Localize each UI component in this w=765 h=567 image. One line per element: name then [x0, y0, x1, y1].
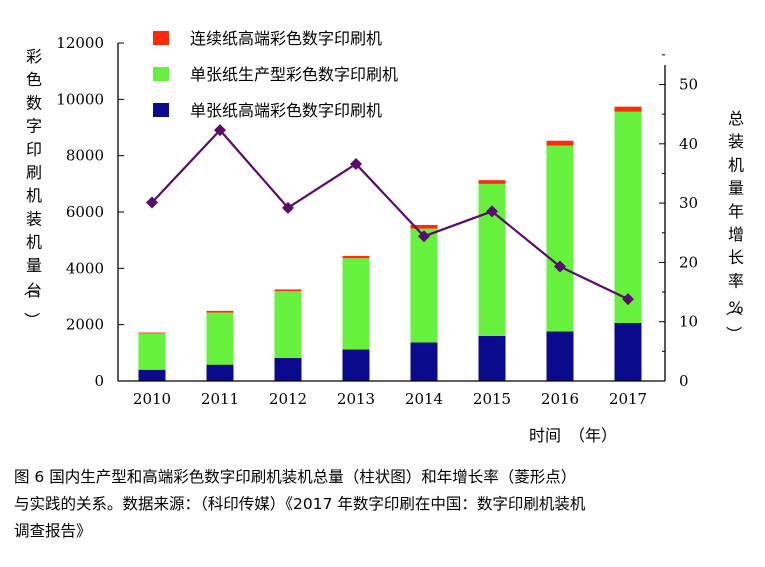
- x-tick-label-2010: 2010: [133, 390, 171, 408]
- bar-2010-series-1: [138, 369, 166, 381]
- y-left-tick-label: 12000: [56, 34, 104, 52]
- bars-layer: [138, 106, 642, 381]
- x-tick-label-2015: 2015: [473, 390, 511, 408]
- bar-2012-series-3: [274, 289, 302, 292]
- y-right-tick-label: 0: [679, 372, 689, 390]
- x-tick-label-2012: 2012: [269, 390, 307, 408]
- growth-point-2013: [350, 157, 362, 170]
- y-left-tick-label: 6000: [66, 203, 104, 221]
- bar-2010-series-2: [138, 333, 166, 370]
- axes-layer: 0 2000 4000 6000 8000 10000 12000 0 10 20 30 40 50 20…: [56, 34, 698, 408]
- x-axis-title: 时间 （年）: [529, 426, 617, 445]
- growth-point-2012: [282, 201, 294, 214]
- bar-2017-series-2: [614, 111, 642, 323]
- growth-point-2011: [214, 124, 226, 137]
- legend-label-1: 连续纸高端彩色数字印刷机: [190, 29, 382, 48]
- y-left-tick-label: 10000: [56, 90, 104, 108]
- y-left-tick-label: 4000: [66, 259, 104, 277]
- x-tick-label-2013: 2013: [337, 390, 375, 408]
- bar-2011-series-3: [206, 310, 234, 313]
- bar-2011-series-1: [206, 364, 234, 381]
- bar-2014-series-2: [410, 228, 438, 343]
- axis-titles: 彩色数字印刷机装机量 （台） 总装机量年增长率 （%） 时间 （年）: [22, 47, 744, 445]
- x-tick-label-2014: 2014: [405, 390, 443, 408]
- growth-point-2015: [486, 205, 498, 218]
- bar-2013-series-2: [342, 258, 370, 350]
- bar-2016-series-3: [546, 140, 574, 146]
- bar-2014-series-1: [410, 342, 438, 381]
- bar-2015-series-3: [478, 180, 506, 184]
- y-right-tick-label: 50: [679, 76, 698, 94]
- caption-line-3: 调查报告》: [14, 522, 92, 540]
- y-right-tick-label: 20: [679, 253, 698, 271]
- bar-2012-series-2: [274, 291, 302, 358]
- x-tick-label-2017: 2017: [609, 390, 647, 408]
- y-right-tick-label: 40: [679, 135, 698, 153]
- x-tick-label-2016: 2016: [541, 390, 579, 408]
- y-left-tick-label: 8000: [66, 147, 104, 165]
- growth-point-2017: [622, 293, 634, 306]
- bar-2014-series-3: [410, 224, 438, 229]
- growth-point-2016: [554, 260, 566, 273]
- bar-2016-series-2: [546, 145, 574, 332]
- bar-2010-series-3: [138, 332, 166, 334]
- y-right-title: 总装机量年增长率: [728, 109, 744, 290]
- y-right-unit: （%）: [724, 298, 744, 342]
- legend-swatch-3: [153, 103, 169, 117]
- legend-label-3: 单张纸高端彩色数字印刷机: [190, 101, 382, 120]
- growth-line-layer: [146, 124, 634, 306]
- y-left-tick-label: 0: [94, 372, 104, 390]
- y-right-tick-label: 10: [679, 313, 698, 331]
- bar-2015-series-1: [478, 335, 506, 381]
- bar-2012-series-1: [274, 357, 302, 381]
- figure-caption: 图 6 国内生产型和高端彩色数字印刷机装机总量（柱状图）和年增长率（菱形点） 与…: [14, 464, 754, 545]
- bar-2013-series-3: [342, 255, 370, 259]
- growth-point-2014: [418, 230, 430, 243]
- chart: 0 2000 4000 6000 8000 10000 12000 0 10 20 30 40 50 20…: [22, 29, 744, 445]
- y-left-title: 彩色数字印刷机装机量: [26, 47, 42, 275]
- bar-2013-series-1: [342, 349, 370, 381]
- bar-2011-series-2: [206, 312, 234, 365]
- bar-2017-series-1: [614, 322, 642, 381]
- y-right-tick-label: 30: [679, 194, 698, 212]
- x-tick-label-2011: 2011: [201, 390, 239, 408]
- y-left-unit: （台）: [22, 280, 42, 328]
- legend-swatch-2: [153, 67, 169, 81]
- growth-rate-line: [151, 128, 629, 301]
- y-left-tick-label: 2000: [66, 316, 104, 334]
- bar-2016-series-1: [546, 331, 574, 381]
- caption-line-1: 图 6 国内生产型和高端彩色数字印刷机装机总量（柱状图）和年增长率（菱形点）: [14, 468, 577, 486]
- growth-point-2010: [146, 196, 158, 209]
- legend-swatch-1: [153, 31, 169, 45]
- bar-2017-series-3: [614, 106, 642, 112]
- caption-line-2: 与实践的关系。数据来源：（科印传媒）《2017 年数字印刷在中国：数字印刷机装机: [14, 495, 586, 513]
- legend-label-2: 单张纸生产型彩色数字印刷机: [190, 65, 398, 84]
